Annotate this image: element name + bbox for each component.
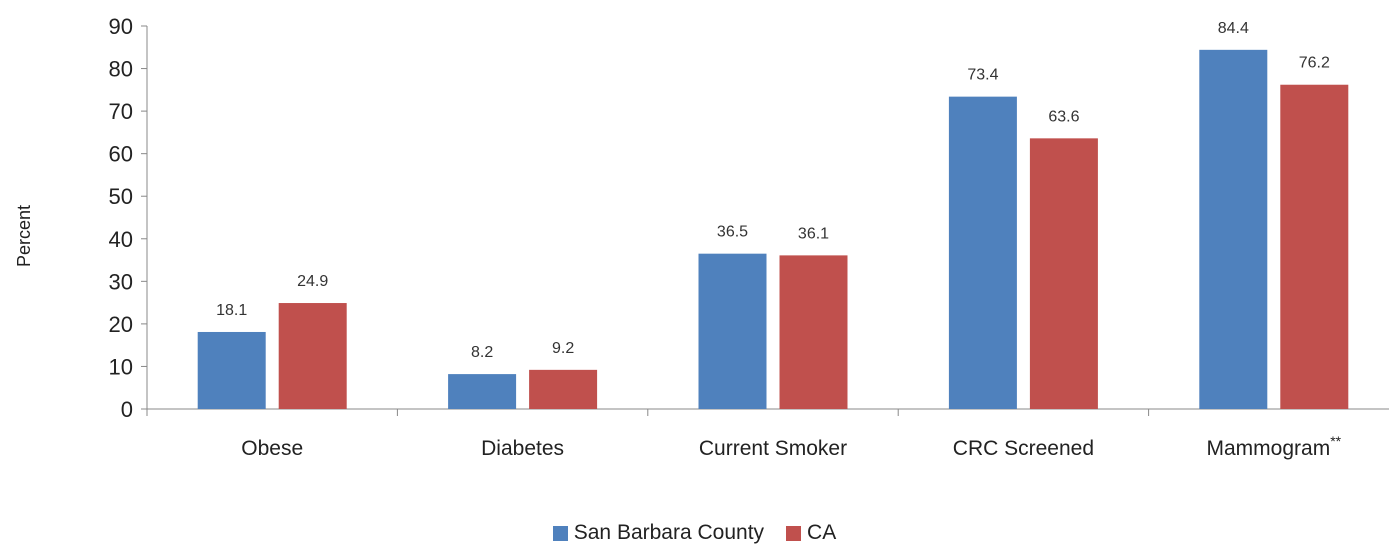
category-label: Mammogram** — [1207, 433, 1342, 460]
legend-swatch — [786, 525, 802, 541]
legend-item-county: San Barbara County — [552, 521, 765, 545]
category-label: Diabetes — [481, 437, 564, 460]
legend-label: CA — [807, 521, 837, 544]
bar-ca — [1280, 84, 1349, 409]
labels: 18.1 24.9 Obese 8.2 9.2 Diabetes 36.5 36.1 Curre… — [216, 20, 1342, 460]
y-axis-label: Percent — [14, 205, 34, 267]
data-label: 24.9 — [297, 273, 328, 290]
y-tick-label: 90 — [109, 14, 133, 39]
bar-county — [1199, 49, 1268, 409]
data-label: 76.2 — [1299, 55, 1330, 72]
y-tick-label: 40 — [109, 227, 133, 252]
legend-label: San Barbara County — [573, 521, 765, 544]
data-label: 63.6 — [1048, 108, 1079, 125]
y-tick-label: 60 — [109, 142, 133, 167]
data-label: 8.2 — [471, 344, 493, 361]
data-label: 73.4 — [967, 67, 998, 84]
bar-chart: Percent 0 10 20 30 40 50 60 70 80 90 18.1 24.9 Obes… — [14, 14, 1389, 460]
data-label: 36.1 — [798, 225, 829, 242]
data-label: 18.1 — [216, 302, 247, 319]
bar-ca — [278, 303, 347, 409]
axes: 0 10 20 30 40 50 60 70 80 90 — [109, 14, 1389, 422]
y-tick-label: 20 — [109, 312, 133, 337]
legend: San Barbara County CA — [0, 520, 1389, 546]
category-footnote-mark: ** — [1330, 433, 1341, 449]
bar-county — [698, 253, 767, 409]
category-label: CRC Screened — [953, 437, 1094, 460]
data-label: 36.5 — [717, 224, 748, 241]
y-tick-label: 0 — [121, 397, 133, 422]
category-label: Obese — [241, 437, 303, 460]
bar-ca — [1029, 138, 1098, 409]
y-tick-label: 30 — [109, 269, 133, 294]
legend-item-ca: CA — [786, 521, 836, 545]
bar-county — [448, 374, 517, 409]
y-tick-label: 70 — [109, 99, 133, 124]
y-tick-label: 80 — [109, 57, 133, 82]
y-tick-label: 10 — [109, 354, 133, 379]
bar-ca — [529, 369, 598, 409]
data-label: 84.4 — [1218, 20, 1249, 37]
bar-ca — [779, 255, 848, 409]
bar-county — [197, 331, 266, 409]
bar-county — [948, 96, 1017, 410]
legend-swatch — [552, 525, 568, 541]
data-label: 9.2 — [552, 340, 574, 357]
bars — [197, 49, 1349, 410]
y-tick-label: 50 — [109, 184, 133, 209]
category-label: Current Smoker — [699, 437, 847, 460]
